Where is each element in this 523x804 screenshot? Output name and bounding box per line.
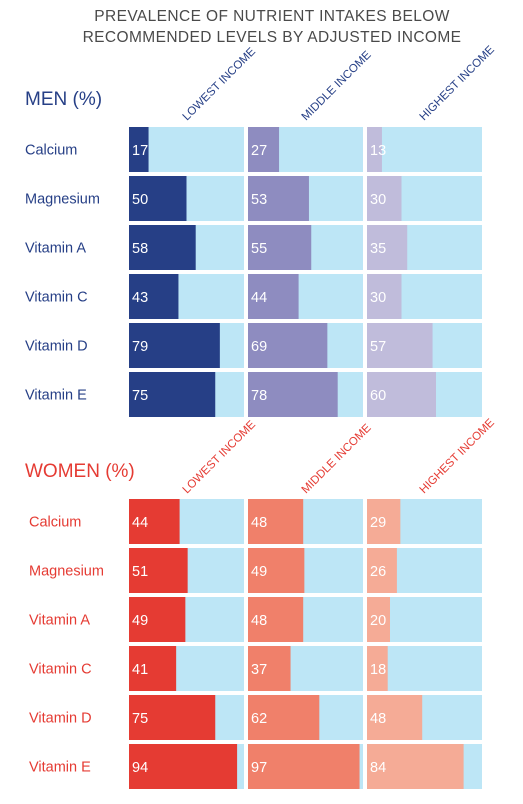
- women-bar-value: 84: [370, 760, 386, 776]
- men-bar-value: 17: [132, 143, 148, 159]
- men-bar-value: 50: [132, 192, 148, 208]
- men-bar-value: 13: [370, 143, 386, 159]
- women-bar-value: 26: [370, 564, 386, 580]
- men-bar: [129, 372, 216, 417]
- men-bar: [129, 176, 187, 221]
- women-row-label: Vitamin A: [29, 613, 90, 629]
- men-bar-value: 44: [251, 290, 267, 306]
- women-bar-value: 97: [251, 760, 267, 776]
- women-row-label: Vitamin C: [29, 662, 92, 678]
- men-bar: [367, 274, 402, 319]
- chart-title-line2: RECOMMENDED LEVELS BY ADJUSTED INCOME: [83, 29, 462, 46]
- men-bar-value: 79: [132, 339, 148, 355]
- women-bar-value: 48: [370, 711, 386, 727]
- women-row-label: Calcium: [29, 515, 81, 531]
- women-bar: [129, 548, 188, 593]
- women-bar-value: 48: [251, 613, 267, 629]
- men-bar-value: 58: [132, 241, 148, 257]
- men-bar-track: [367, 127, 482, 172]
- women-bar: [248, 548, 305, 593]
- men-bar: [248, 323, 328, 368]
- men-bar-value: 43: [132, 290, 148, 306]
- women-bar-value: 41: [132, 662, 148, 678]
- women-bar: [248, 744, 360, 789]
- women-bar-value: 49: [251, 564, 267, 580]
- men-bar-value: 75: [132, 388, 148, 404]
- men-bar: [367, 372, 436, 417]
- women-bar-value: 48: [251, 515, 267, 531]
- men-column-label-1: LOWEST INCOME: [181, 45, 259, 123]
- women-bar: [367, 597, 390, 642]
- men-bar: [129, 323, 220, 368]
- women-bar-value: 37: [251, 662, 267, 678]
- men-bar: [248, 372, 338, 417]
- women-bar-value: 49: [132, 613, 148, 629]
- men-bar-value: 78: [251, 388, 267, 404]
- men-bar: [367, 127, 382, 172]
- men-row-label: Vitamin A: [25, 241, 86, 257]
- men-bar: [248, 176, 309, 221]
- men-bar: [129, 274, 179, 319]
- women-bar: [129, 695, 216, 740]
- women-bar: [129, 597, 186, 642]
- men-bar: [248, 225, 312, 270]
- women-bar: [367, 548, 397, 593]
- men-row-label: Vitamin C: [25, 290, 88, 306]
- men-row-label: Magnesium: [25, 192, 100, 208]
- men-row-label: Vitamin E: [25, 388, 87, 404]
- men-bar-value: 60: [370, 388, 386, 404]
- women-bar: [367, 744, 464, 789]
- women-bar: [248, 695, 320, 740]
- men-section-title: MEN (%): [25, 89, 102, 110]
- men-bar-value: 57: [370, 339, 386, 355]
- men-bar: [367, 176, 402, 221]
- men-bar: [367, 323, 433, 368]
- men-bar-value: 27: [251, 143, 267, 159]
- women-bar: [248, 597, 304, 642]
- women-bar-value: 44: [132, 515, 148, 531]
- women-bar: [248, 499, 304, 544]
- men-row-label: Vitamin D: [25, 339, 88, 355]
- women-bar-value: 62: [251, 711, 267, 727]
- men-bar-value: 30: [370, 192, 386, 208]
- chart-title-line1: PREVALENCE OF NUTRIENT INTAKES BELOW: [94, 8, 449, 25]
- women-column-label-2: MIDDLE INCOME: [300, 422, 374, 496]
- men-bar-value: 35: [370, 241, 386, 257]
- men-bar: [129, 225, 196, 270]
- women-section-title: WOMEN (%): [25, 461, 135, 482]
- men-column-label-3: HIGHEST INCOME: [418, 44, 498, 124]
- women-bar-value: 29: [370, 515, 386, 531]
- men-bar-value: 69: [251, 339, 267, 355]
- men-bar-value: 30: [370, 290, 386, 306]
- women-bar: [129, 744, 238, 789]
- women-bar: [367, 499, 401, 544]
- men-bar-value: 53: [251, 192, 267, 208]
- women-bar-value: 51: [132, 564, 148, 580]
- men-bar: [367, 225, 408, 270]
- men-row-label: Calcium: [25, 143, 77, 159]
- men-bar: [129, 127, 149, 172]
- women-bar: [248, 646, 291, 691]
- women-bar-value: 94: [132, 760, 148, 776]
- women-row-label: Vitamin D: [29, 711, 92, 727]
- men-column-label-2: MIDDLE INCOME: [300, 49, 374, 123]
- women-row-label: Vitamin E: [29, 760, 91, 776]
- women-bar: [129, 499, 180, 544]
- women-column-label-3: HIGHEST INCOME: [418, 417, 498, 497]
- men-bar: [248, 127, 280, 172]
- women-bar-value: 20: [370, 613, 386, 629]
- women-bar: [367, 695, 423, 740]
- men-bar-value: 55: [251, 241, 267, 257]
- men-bar: [248, 274, 299, 319]
- women-bar-value: 18: [370, 662, 386, 678]
- women-bar-value: 75: [132, 711, 148, 727]
- women-row-label: Magnesium: [29, 564, 104, 580]
- women-bar: [129, 646, 177, 691]
- women-column-label-1: LOWEST INCOME: [181, 418, 259, 496]
- women-bar: [367, 646, 388, 691]
